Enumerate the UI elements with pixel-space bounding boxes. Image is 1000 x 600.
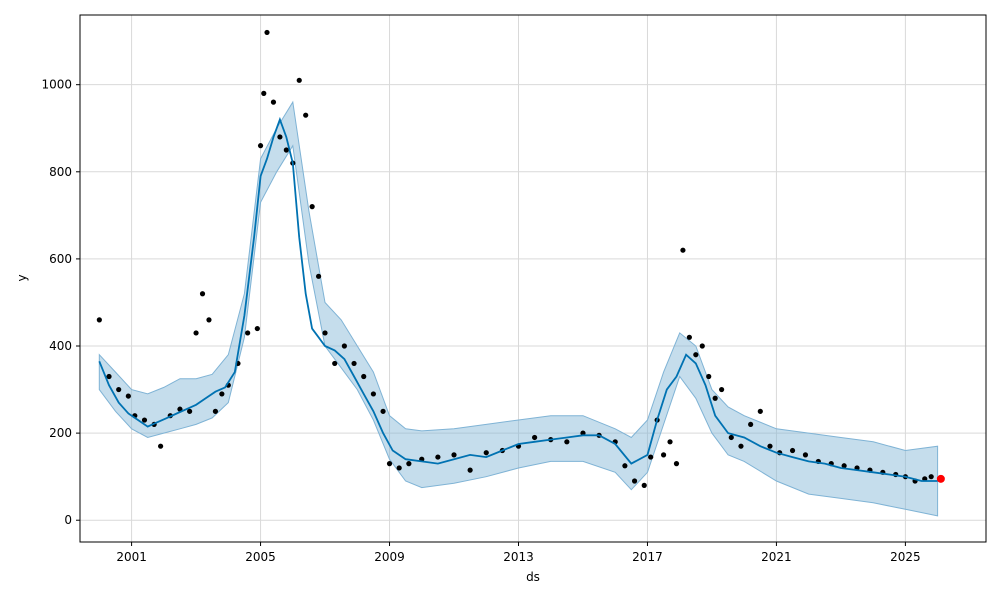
observed-point [303, 112, 309, 118]
observed-point [564, 439, 570, 445]
observed-point [322, 330, 328, 336]
y-tick-label: 800 [49, 165, 72, 179]
observed-point [396, 465, 402, 471]
x-axis-ticks: 2001 2005 2009 2013 2017 2021 2025 [116, 542, 921, 564]
observed-point [686, 334, 692, 340]
observed-point [483, 450, 489, 456]
x-tick-label: 2009 [374, 550, 405, 564]
observed-point [728, 434, 734, 441]
observed-point [622, 463, 628, 469]
observed-point [406, 461, 412, 467]
observed-point [435, 454, 441, 460]
y-tick-label: 1000 [41, 78, 72, 92]
observed-point [767, 443, 773, 449]
x-tick-label: 2017 [632, 550, 663, 564]
y-axis-ticks: 0 200 400 600 800 1000 [41, 78, 80, 527]
uncertainty-band [98, 100, 939, 517]
forecast-line [98, 116, 938, 482]
observed-point [257, 143, 264, 149]
observed-point [841, 463, 847, 469]
observed-point [309, 204, 315, 210]
observed-point [467, 467, 473, 473]
observed-point [212, 408, 219, 414]
plot-frame [79, 14, 987, 543]
observed-point [261, 90, 267, 96]
highlight-point [936, 474, 945, 483]
observed-point [748, 421, 754, 428]
observed-point [283, 147, 289, 153]
observed-point [667, 439, 673, 445]
observed-point [96, 317, 102, 323]
observed-point [341, 343, 347, 349]
forecast-path [98, 116, 938, 482]
grid-lines [80, 15, 986, 542]
observed-point [532, 434, 538, 441]
y-tick-label: 400 [49, 339, 72, 353]
interval-band [98, 100, 939, 517]
observed-point [631, 478, 638, 484]
observed-point [712, 395, 718, 401]
observed-point [660, 452, 667, 458]
observed-point [789, 447, 796, 454]
x-tick-label: 2005 [245, 550, 276, 564]
observed-point [187, 408, 193, 414]
observed-point [351, 360, 357, 367]
observed-point [757, 408, 763, 414]
observed-point [206, 317, 212, 323]
observed-point [648, 454, 654, 460]
observed-point [125, 393, 131, 399]
observed-point [219, 391, 225, 397]
y-tick-label: 200 [49, 426, 72, 440]
observed-point [928, 474, 934, 480]
observed-point [802, 452, 809, 458]
observed-point [296, 77, 302, 83]
observed-point [361, 373, 367, 380]
observed-point [451, 452, 457, 458]
observed-point [245, 330, 251, 336]
observed-point [199, 291, 206, 297]
y-tick-label: 600 [49, 252, 72, 266]
observed-point [315, 273, 322, 279]
observed-point [264, 29, 270, 36]
observed-point [706, 373, 712, 380]
observed-point [277, 134, 283, 140]
observed-point [158, 443, 164, 449]
observed-point [106, 373, 112, 380]
observed-point [641, 482, 647, 488]
y-tick-label: 0 [64, 513, 72, 527]
x-tick-label: 2025 [890, 550, 921, 564]
observed-point [332, 360, 338, 367]
observed-point [386, 461, 393, 467]
observed-point [177, 406, 183, 412]
observed-point [719, 386, 725, 393]
x-axis-title: ds [526, 570, 540, 584]
observed-point [193, 330, 199, 336]
observed-point [380, 408, 386, 414]
observed-point [680, 247, 686, 253]
y-axis-title: y [15, 274, 29, 281]
x-tick-label: 2001 [116, 550, 147, 564]
x-tick-label: 2013 [503, 550, 534, 564]
highlight-points [936, 474, 945, 483]
observed-point [370, 391, 377, 397]
observed-point [693, 352, 699, 358]
observed-point [699, 343, 705, 349]
observed-point [738, 443, 744, 449]
observed-point [673, 461, 680, 467]
observed-point [270, 99, 277, 105]
observed-point [254, 325, 260, 332]
observed-point [116, 386, 122, 393]
observed-point [141, 417, 148, 423]
x-tick-label: 2021 [761, 550, 792, 564]
